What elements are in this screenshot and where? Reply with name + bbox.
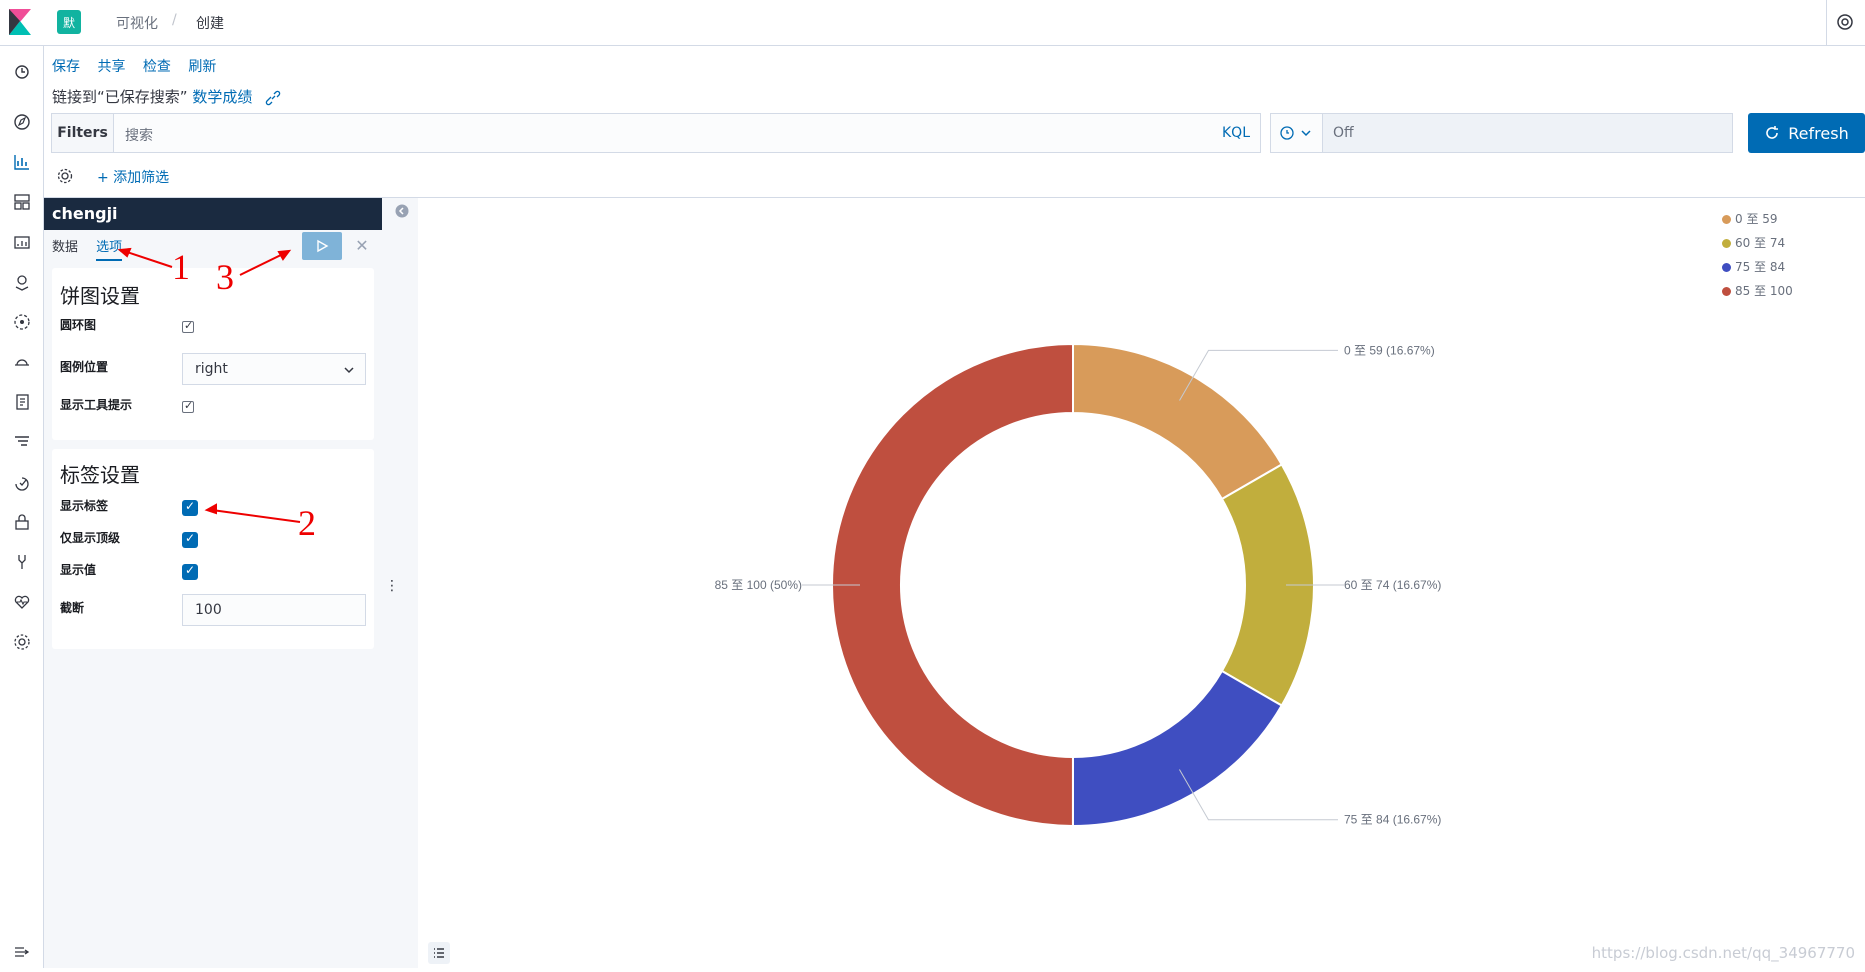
legend-item[interactable]: 0 至 59 [1722, 210, 1778, 227]
legend-dot [1722, 239, 1731, 248]
pie-label-85-至-100: 85 至 100 (50%) [715, 578, 802, 592]
pie-slice-0[interactable] [1073, 344, 1282, 499]
legend-label: 75 至 84 [1735, 260, 1785, 274]
list-icon [433, 947, 445, 959]
legend-label: 85 至 100 [1735, 284, 1793, 298]
watermark: https://blog.csdn.net/qq_34967770 [1592, 944, 1855, 962]
legend-item[interactable]: 85 至 100 [1722, 282, 1793, 299]
legend-dot [1722, 215, 1731, 224]
pie-slice-2[interactable] [1073, 671, 1282, 826]
pie-label-75-至-84: 75 至 84 (16.67%) [1344, 813, 1441, 827]
visualization-area: 0 至 59 (16.67%) 60 至 74 (16.67%) 75 至 84 (… [418, 198, 1865, 968]
legend-label: 0 至 59 [1735, 212, 1778, 226]
legend-toggle-button[interactable] [428, 942, 450, 964]
annotation-3: 3 [216, 256, 234, 298]
annotation-2: 2 [298, 502, 316, 544]
legend-label: 60 至 74 [1735, 236, 1785, 250]
annotation-1: 1 [172, 246, 190, 288]
pie-slice-3[interactable] [832, 344, 1073, 826]
legend-item[interactable]: 75 至 84 [1722, 258, 1785, 275]
donut-chart: 0 至 59 (16.67%) 60 至 74 (16.67%) 75 至 84 (… [418, 198, 1865, 968]
legend-dot [1722, 287, 1731, 296]
pie-label-60-至-74: 60 至 74 (16.67%) [1344, 578, 1441, 592]
pie-label-0-至-59: 0 至 59 (16.67%) [1344, 343, 1435, 357]
legend-dot [1722, 263, 1731, 272]
legend-item[interactable]: 60 至 74 [1722, 234, 1785, 251]
